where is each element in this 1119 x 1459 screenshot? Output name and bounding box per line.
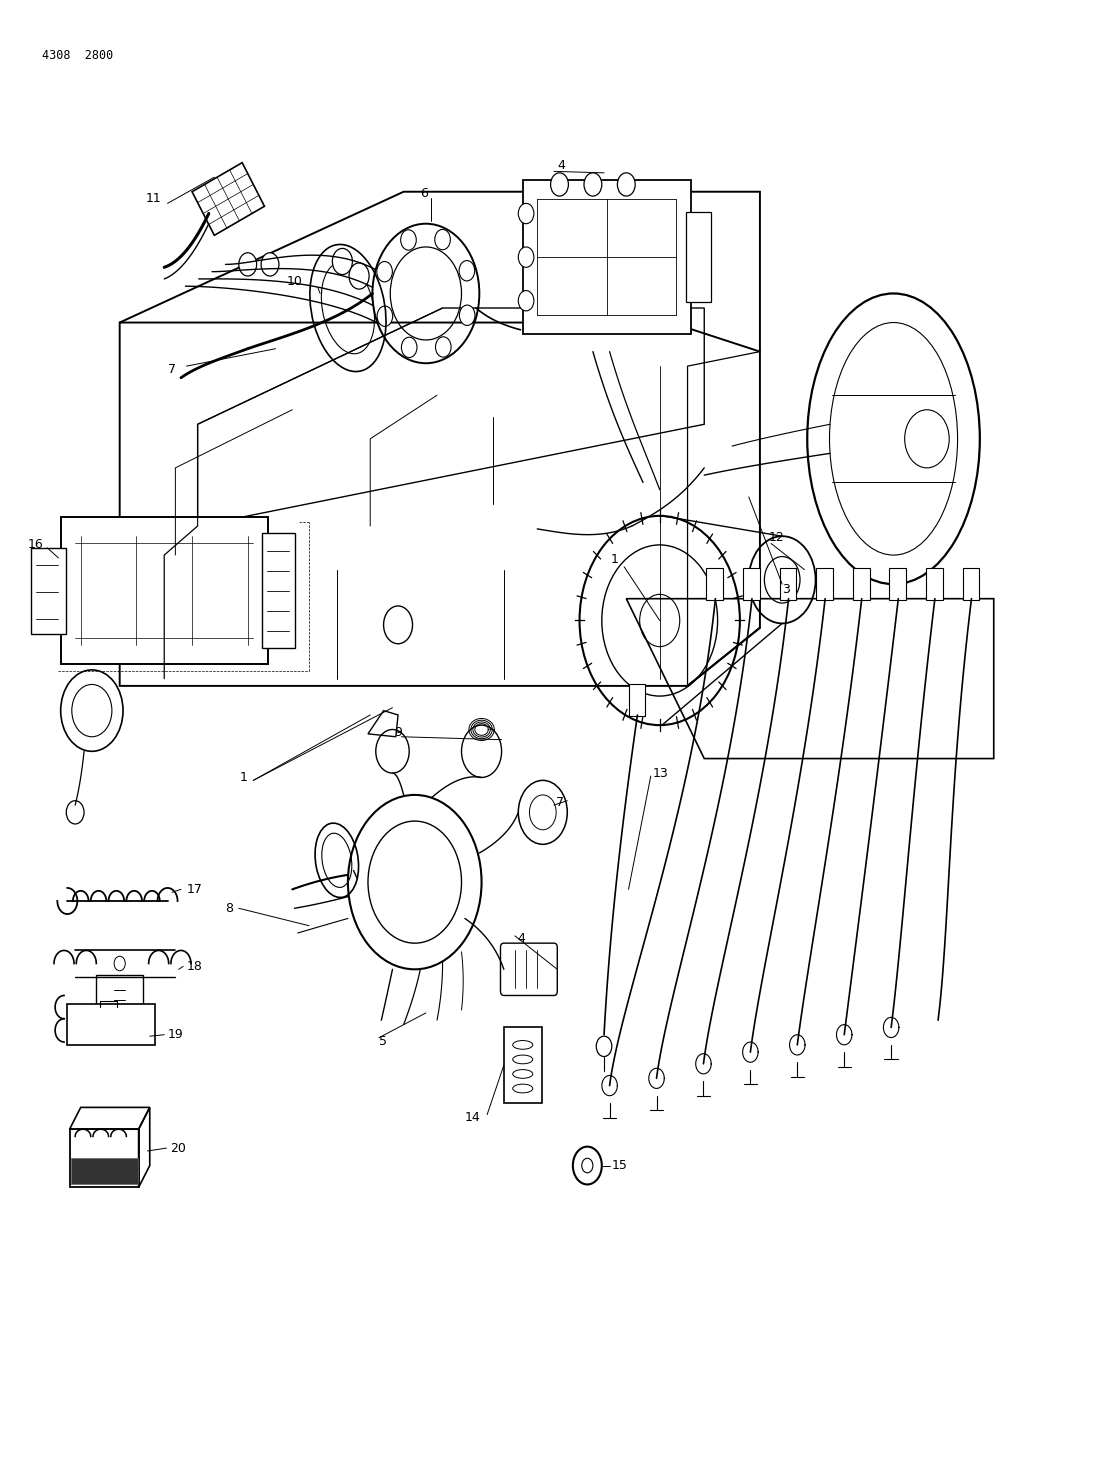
Text: 11: 11 [145,193,161,206]
Text: 14: 14 [464,1112,480,1123]
Circle shape [618,172,636,196]
Circle shape [349,263,369,289]
FancyBboxPatch shape [816,568,833,600]
FancyBboxPatch shape [500,943,557,995]
Text: 8: 8 [225,902,234,915]
Text: 17: 17 [187,883,203,896]
Text: 18: 18 [187,960,203,973]
Text: 15: 15 [612,1158,628,1172]
FancyBboxPatch shape [60,518,267,664]
FancyBboxPatch shape [743,568,760,600]
Text: 5: 5 [379,1036,387,1049]
FancyBboxPatch shape [927,568,942,600]
Text: 20: 20 [170,1141,186,1154]
Text: 7: 7 [168,362,176,375]
Text: 4308  2800: 4308 2800 [41,50,113,63]
Circle shape [551,172,568,196]
Circle shape [435,337,451,357]
FancyBboxPatch shape [30,547,66,633]
Circle shape [518,290,534,311]
Circle shape [377,261,393,282]
Text: 12: 12 [769,531,784,544]
Text: 1: 1 [611,553,619,566]
FancyBboxPatch shape [962,568,979,600]
FancyBboxPatch shape [706,568,723,600]
FancyBboxPatch shape [780,568,797,600]
Circle shape [261,252,279,276]
Circle shape [401,229,416,249]
Text: 9: 9 [395,727,403,738]
Text: 10: 10 [286,276,302,289]
FancyBboxPatch shape [96,975,143,1004]
Text: 19: 19 [168,1029,184,1042]
FancyBboxPatch shape [70,1158,138,1185]
Text: 6: 6 [420,187,427,200]
FancyBboxPatch shape [523,179,690,334]
Circle shape [459,261,474,282]
FancyBboxPatch shape [686,212,711,302]
FancyBboxPatch shape [504,1027,542,1103]
FancyBboxPatch shape [629,684,646,716]
Circle shape [377,306,393,327]
FancyBboxPatch shape [67,1004,156,1045]
Text: 16: 16 [27,538,43,552]
Circle shape [460,305,474,325]
FancyBboxPatch shape [890,568,906,600]
Circle shape [435,229,450,249]
Circle shape [332,248,352,274]
Circle shape [402,337,417,357]
Text: 3: 3 [782,584,790,597]
Text: 1: 1 [239,770,247,783]
Circle shape [238,252,256,276]
Circle shape [518,203,534,223]
Circle shape [584,172,602,196]
FancyBboxPatch shape [262,534,294,648]
Text: 13: 13 [653,766,669,779]
Text: 4: 4 [557,159,565,172]
FancyBboxPatch shape [853,568,869,600]
Circle shape [518,247,534,267]
Text: 4: 4 [517,932,525,945]
Text: 7: 7 [556,795,564,808]
